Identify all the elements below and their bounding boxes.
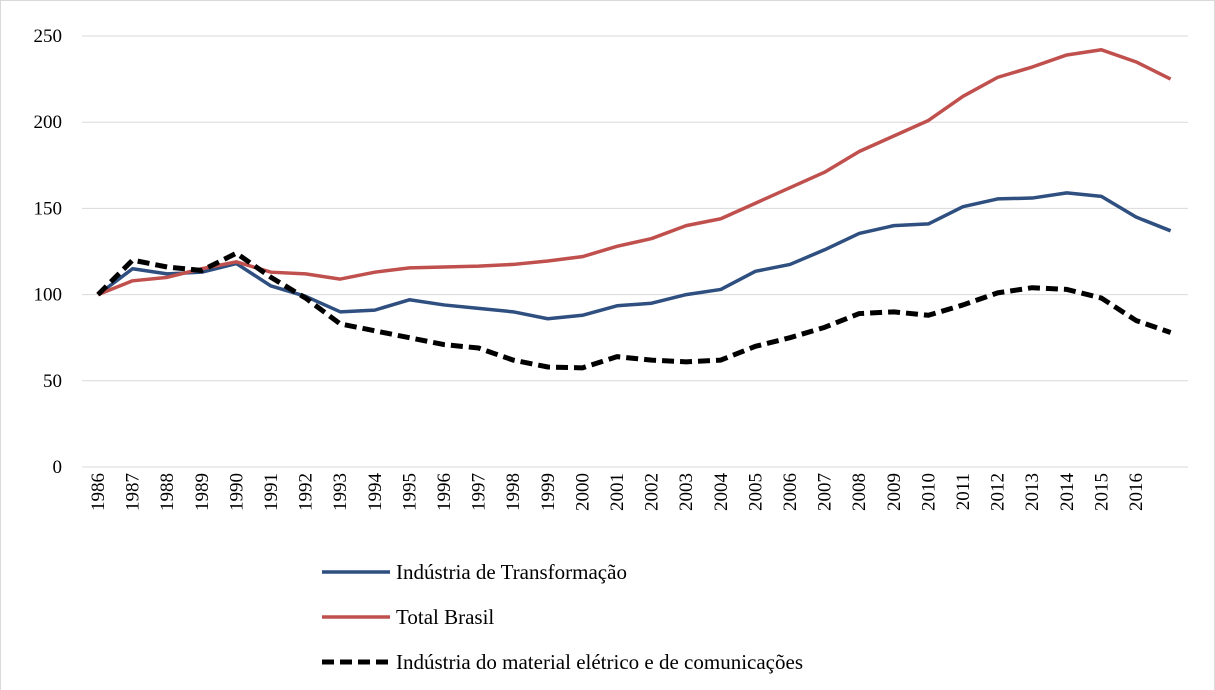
series-line <box>96 191 1172 321</box>
x-tick-label: 2012 <box>988 473 1009 511</box>
x-tick-label: 2007 <box>815 473 836 511</box>
x-tick-label: 1995 <box>399 473 420 511</box>
x-tick-label: 2004 <box>711 473 732 512</box>
series-line <box>97 48 1172 297</box>
x-tick-label: 2008 <box>849 473 870 511</box>
x-tick-label: 1989 <box>192 473 213 511</box>
x-tick-label: 1986 <box>88 473 109 511</box>
x-tick-label: 1988 <box>157 473 178 511</box>
x-tick-label: 2005 <box>745 473 766 511</box>
x-tick-label: 1987 <box>123 473 144 511</box>
x-tick-label: 2014 <box>1057 473 1078 512</box>
x-tick-label: 1999 <box>538 473 559 511</box>
x-tick-label: 1997 <box>469 473 490 511</box>
y-tick-label: 200 <box>34 112 63 133</box>
x-tick-label: 1994 <box>365 473 386 512</box>
x-tick-label: 2010 <box>918 473 939 511</box>
legend-label: Total Brasil <box>396 605 494 629</box>
y-tick-label: 50 <box>43 371 62 392</box>
x-tick-label: 2016 <box>1126 473 1147 511</box>
x-tick-label: 2001 <box>607 473 628 511</box>
x-tick-label: 1996 <box>434 473 455 511</box>
y-tick-label: 0 <box>53 457 63 478</box>
x-tick-label: 2002 <box>642 473 663 511</box>
x-tick-label: 1991 <box>261 473 282 511</box>
series-line <box>96 250 1172 371</box>
x-tick-label: 1990 <box>226 473 247 511</box>
x-tick-label: 2006 <box>780 473 801 511</box>
x-tick-label: 2009 <box>884 473 905 511</box>
x-tick-label: 2015 <box>1091 473 1112 511</box>
x-tick-label: 2013 <box>1022 473 1043 511</box>
x-tick-label: 1993 <box>330 473 351 511</box>
x-tick-label: 2003 <box>676 473 697 511</box>
x-tick-label: 1998 <box>503 473 524 511</box>
y-tick-label: 250 <box>34 26 63 47</box>
x-tick-label: 1992 <box>296 473 317 511</box>
legend-label: Indústria de Transformação <box>396 560 627 584</box>
y-tick-label: 100 <box>34 285 63 306</box>
legend-label: Indústria do material elétrico e de comu… <box>396 650 803 674</box>
x-tick-label: 2000 <box>572 473 593 511</box>
x-tick-label: 2011 <box>953 473 974 510</box>
y-tick-label: 150 <box>34 198 63 219</box>
